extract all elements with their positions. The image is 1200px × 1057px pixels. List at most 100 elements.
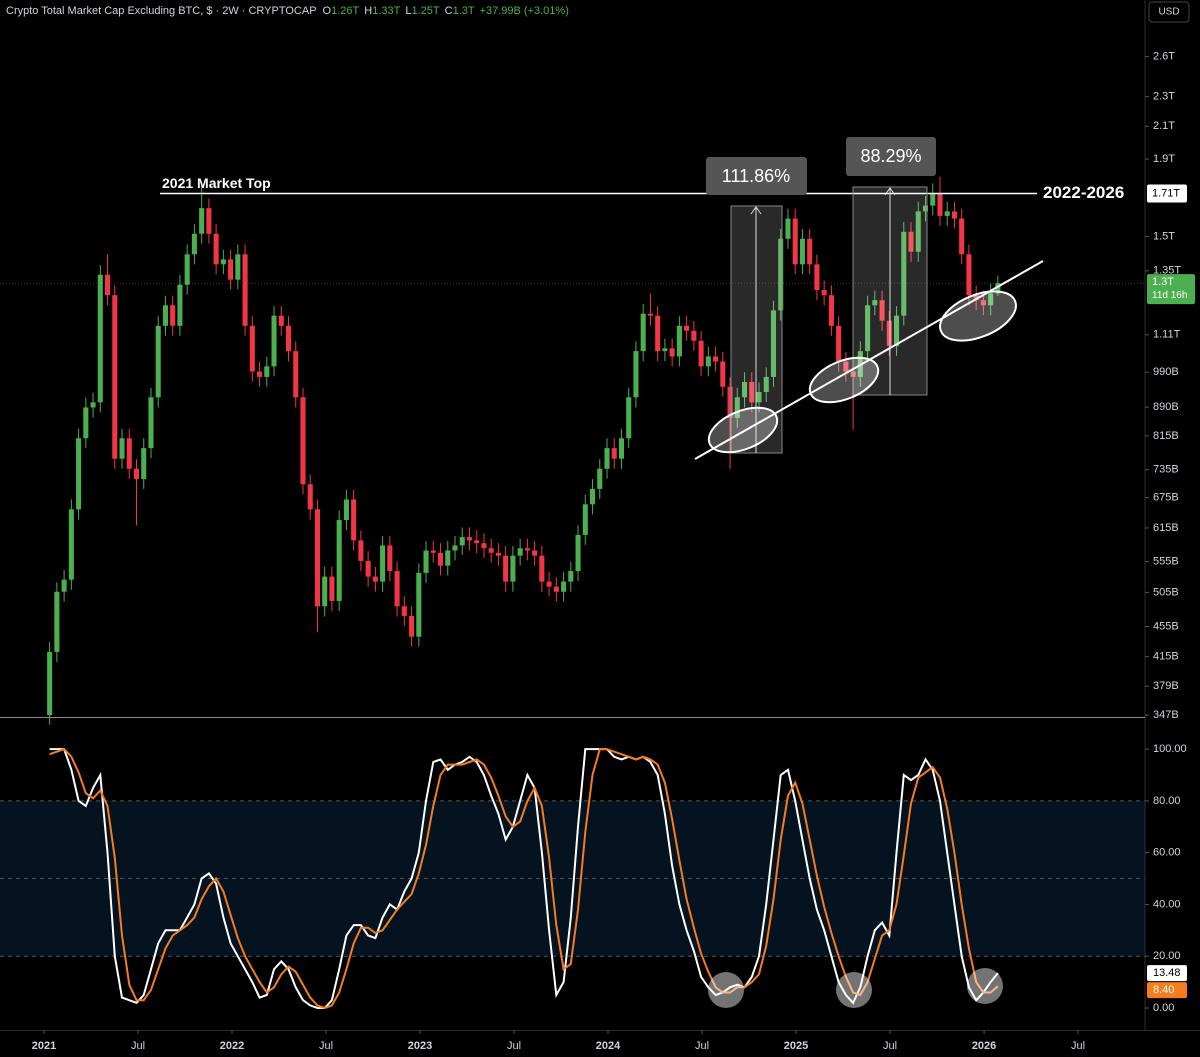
candle-body	[76, 438, 82, 510]
y-tick-label: 890B	[1153, 401, 1179, 413]
candle-body	[54, 591, 60, 652]
candle-body	[756, 391, 762, 403]
candle-body	[365, 560, 371, 577]
y-tick-label: 2.3T	[1153, 90, 1175, 102]
change: +37.99B (+3.01%)	[480, 5, 569, 17]
candle-body	[951, 211, 957, 219]
candle-body	[459, 537, 465, 546]
candle-body	[380, 545, 386, 582]
highlight-ellipse	[808, 356, 880, 404]
indicator-tag	[1147, 965, 1187, 982]
y-tick-label: 505B	[1153, 586, 1179, 598]
candle-body	[734, 397, 740, 418]
y-tick-label: 60.00	[1153, 847, 1181, 859]
candle-body	[778, 238, 784, 311]
candle-body	[488, 548, 494, 553]
candle-body	[343, 499, 349, 521]
candle-body	[915, 211, 921, 252]
y-tick-label: 815B	[1153, 430, 1179, 442]
measure-label-box	[706, 157, 807, 195]
candle-body	[466, 537, 473, 541]
y-tick-label: 555B	[1153, 555, 1179, 567]
candle-body	[105, 274, 111, 296]
candle-body	[539, 555, 545, 582]
candle-body	[647, 313, 653, 316]
x-tick-label: Jul	[883, 1040, 897, 1052]
candle-body	[517, 548, 523, 556]
candle-body	[698, 340, 704, 367]
resistance-text: 2021 Market Top	[162, 175, 271, 191]
highlight-circle	[836, 972, 872, 1008]
ohlc-key: O	[323, 5, 332, 17]
candle-body	[792, 218, 798, 265]
candle-body	[843, 361, 849, 372]
ohlc-key: H	[364, 5, 372, 17]
resistance-tag-label: 1.71T	[1152, 187, 1180, 199]
price-tag	[1147, 274, 1195, 305]
candle-body	[437, 552, 444, 566]
candle-body	[980, 300, 986, 306]
candle-body	[597, 468, 603, 489]
candle-body	[293, 351, 299, 398]
candle-body	[872, 300, 878, 306]
highlight-ellipse	[707, 406, 779, 454]
ohlc-value: 1.33T	[372, 5, 400, 17]
candle-body	[351, 499, 357, 541]
x-tick-label: 2021	[32, 1040, 56, 1052]
y-tick-label: 40.00	[1153, 898, 1181, 910]
resistance-tag	[1147, 184, 1187, 203]
header-title: Crypto Total Market Cap Excluding BTC, $…	[6, 5, 317, 17]
candle-body	[626, 397, 632, 439]
candle-body	[300, 397, 306, 485]
candle-body	[720, 361, 726, 387]
y-tick-label: 379B	[1153, 680, 1179, 692]
ohlc-key: C	[445, 5, 453, 17]
x-tick-label: Jul	[507, 1040, 521, 1052]
x-tick-label: 2025	[784, 1040, 808, 1052]
candle-body	[336, 520, 342, 601]
x-tick-label: Jul	[695, 1040, 709, 1052]
plot-layer: 2021 Market Top 2022-2026	[0, 175, 1145, 1010]
y-tick-label: 675B	[1153, 491, 1179, 503]
candle-body	[278, 315, 284, 326]
indicator-line	[49, 748, 999, 1009]
candle-body	[329, 576, 335, 601]
y-tick-label: 347B	[1153, 709, 1179, 721]
measure-arrowhead	[884, 187, 896, 196]
candle-body	[684, 325, 690, 331]
candle-body	[90, 402, 96, 408]
candle-body	[655, 315, 661, 352]
candle-body	[148, 397, 154, 449]
candle-body	[47, 651, 53, 716]
candle-body	[611, 448, 617, 459]
candle-body	[133, 468, 140, 480]
candle-body	[713, 356, 719, 362]
header: Crypto Total Market Cap Excluding BTC, $…	[6, 5, 569, 17]
measure-arrowhead	[750, 206, 762, 215]
candle-body	[582, 504, 588, 535]
y-tick-label: 2.6T	[1153, 50, 1175, 62]
candle-body	[937, 192, 943, 216]
candle-body	[973, 295, 979, 301]
indicator-line	[49, 747, 999, 1010]
price-tag-label: 1.3T	[1152, 276, 1174, 288]
candle-body	[814, 264, 820, 291]
candle-body	[242, 254, 248, 326]
candle-body	[727, 386, 733, 418]
measure-label: 111.86%	[722, 166, 790, 186]
highlight-circle	[967, 968, 1003, 1004]
candle-body	[445, 550, 451, 566]
x-tick-label: Jul	[319, 1040, 333, 1052]
candle-body	[763, 376, 769, 392]
candle-body	[495, 552, 501, 556]
candle-body	[177, 284, 183, 326]
candle-body	[307, 484, 313, 510]
candle-body	[966, 254, 972, 296]
y-tick-label: 735B	[1153, 464, 1179, 476]
candle-body	[191, 233, 197, 255]
candle-body	[865, 305, 871, 352]
y-tick-label: 1.35T	[1153, 265, 1181, 277]
currency: USD	[1158, 7, 1179, 18]
